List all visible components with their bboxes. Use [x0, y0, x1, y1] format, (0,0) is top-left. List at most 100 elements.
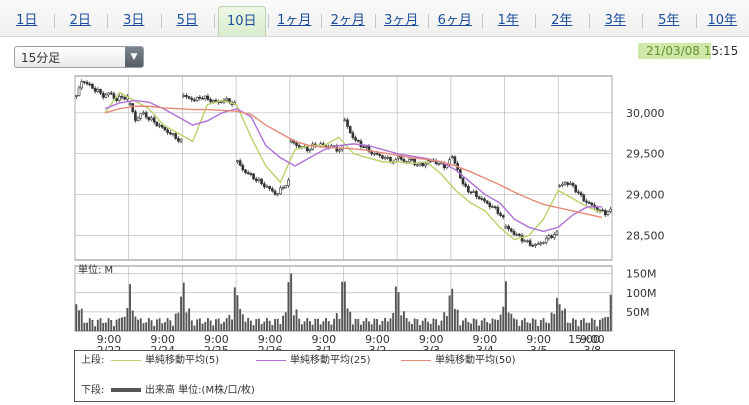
tab-10[interactable]: 1年	[497, 13, 519, 28]
volume-bar	[483, 318, 486, 331]
volume-bar	[392, 312, 395, 331]
volume-bar	[257, 318, 260, 331]
volume-bar	[564, 308, 566, 331]
candle-body	[531, 244, 535, 247]
volume-bar	[308, 321, 311, 331]
legend-volume: 出来高 単位:(M株/口/枚)	[111, 384, 255, 398]
candle-body	[469, 191, 473, 194]
volume-bar	[515, 319, 518, 331]
candle-body	[606, 211, 610, 216]
volume-bar	[91, 319, 94, 331]
candle-body	[547, 235, 551, 239]
volume-bar	[185, 312, 188, 331]
volume-bar	[177, 312, 180, 331]
candle-body	[128, 103, 132, 105]
volume-bar	[346, 308, 349, 331]
chevron-down-icon[interactable]: ▼	[125, 47, 143, 67]
volume-unit-label: 単位: M	[78, 263, 113, 276]
candle-body	[262, 183, 266, 188]
candle-body	[381, 155, 384, 159]
tab-5[interactable]: 10日	[218, 6, 266, 36]
candle-body	[493, 206, 497, 208]
volume-bar	[319, 324, 322, 331]
tab-6[interactable]: 1ヶ月	[277, 13, 312, 28]
volume-bar	[335, 313, 338, 331]
candle-body	[351, 132, 355, 138]
ma-line-3	[104, 105, 603, 219]
candle-body	[238, 160, 242, 166]
tab-8[interactable]: 3ヶ月	[384, 13, 419, 28]
candle-body	[281, 187, 285, 189]
volume-bar	[217, 318, 220, 331]
candle-body	[252, 173, 255, 180]
volume-bar	[172, 325, 174, 331]
volume-bar	[507, 312, 510, 331]
volume-bar	[268, 320, 271, 331]
candle-body	[254, 178, 258, 182]
volume-bar	[260, 324, 263, 331]
volume-bar	[505, 281, 507, 331]
volume-bar	[161, 323, 164, 331]
last-update-timestamp: 21/03/08 15:15	[638, 42, 738, 60]
candle-body	[378, 154, 382, 156]
price-tick-label: 29,000	[626, 189, 665, 202]
tab-12[interactable]: 3年	[604, 13, 626, 28]
candle-body	[166, 129, 169, 133]
volume-bar	[158, 318, 161, 331]
candle-body	[536, 243, 540, 245]
volume-bar	[228, 314, 231, 331]
candle-body	[373, 152, 376, 155]
volume-bar	[609, 294, 612, 331]
candle-body	[289, 139, 293, 143]
interval-select[interactable]: 15分足 ▼	[14, 46, 144, 68]
tab-1[interactable]: 1日	[16, 13, 38, 28]
volume-bar	[112, 326, 115, 331]
tab-separator	[374, 14, 376, 28]
tab-separator	[53, 14, 55, 28]
volume-bar	[129, 284, 131, 331]
tab-14[interactable]: 10年	[707, 13, 738, 28]
volume-bar	[424, 318, 427, 331]
candle-body	[418, 162, 422, 166]
volume-bar	[453, 308, 456, 331]
candle-body	[276, 193, 280, 196]
tab-2[interactable]: 2日	[69, 13, 91, 28]
x-tick-time: 9:00	[473, 333, 498, 346]
tab-3[interactable]: 3日	[123, 13, 145, 28]
candle-body	[512, 230, 516, 235]
candle-body	[160, 124, 164, 128]
volume-bar	[577, 326, 580, 331]
candle-body	[585, 200, 588, 203]
candle-body	[134, 111, 137, 121]
candle-body	[77, 87, 81, 96]
candle-body	[338, 149, 341, 152]
tab-4[interactable]: 5日	[176, 13, 198, 28]
volume-bar	[204, 321, 207, 331]
volume-bar	[311, 324, 314, 331]
volume-bar	[134, 316, 137, 331]
volume-bar	[327, 321, 330, 331]
candle-body	[555, 231, 559, 235]
volume-bar	[137, 319, 140, 331]
volume-bar	[142, 323, 145, 331]
tab-11[interactable]: 2年	[551, 13, 573, 28]
candle-body	[416, 164, 419, 167]
x-tick-time: 9:00	[365, 333, 390, 346]
x-tick-date: 3/4	[476, 344, 494, 350]
volume-bar	[580, 319, 583, 331]
volume-bar	[139, 318, 142, 331]
candle-body	[109, 92, 113, 95]
candle-body	[279, 187, 282, 195]
candle-body	[477, 196, 481, 199]
legend-lower-row: 下段: 出来高 単位:(M株/口/枚)	[81, 384, 255, 398]
tab-9[interactable]: 6ヶ月	[437, 13, 472, 28]
volume-bar	[402, 311, 405, 331]
tab-13[interactable]: 5年	[658, 13, 680, 28]
tab-7[interactable]: 2ヶ月	[330, 13, 365, 28]
volume-bar	[582, 318, 585, 331]
tab-separator	[160, 14, 162, 28]
volume-bar	[239, 308, 242, 331]
volume-bar	[491, 318, 494, 331]
volume-bar	[443, 312, 446, 331]
volume-bar	[110, 320, 113, 331]
